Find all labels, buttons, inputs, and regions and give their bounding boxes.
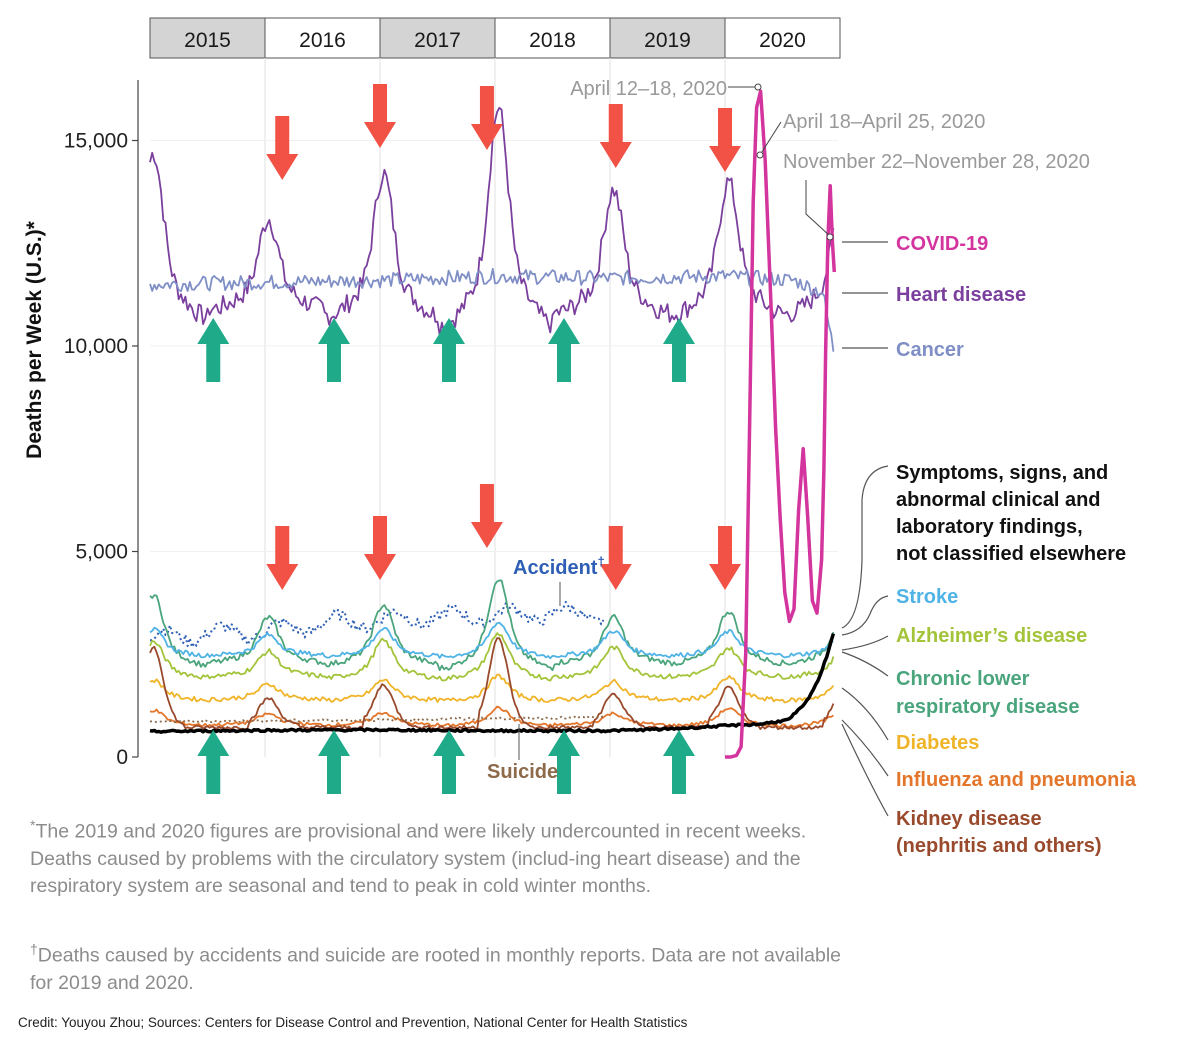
- red-arrow-down: [470, 86, 503, 150]
- year-tabs: 2015 2016 2017 2018 2019 2020: [149, 17, 841, 59]
- series-line-stroke: [149, 621, 834, 660]
- label-connector: [841, 595, 889, 636]
- year-tab-label: 2020: [759, 29, 806, 52]
- series-line-cancer: [149, 267, 835, 352]
- green-arrow-up: [548, 318, 580, 382]
- red-arrow-down: [266, 116, 299, 180]
- label-connector: [841, 719, 889, 777]
- footnote-mark: †: [30, 941, 38, 957]
- accident-inline-label: Accident†: [513, 554, 605, 579]
- red-arrow-down: [364, 84, 396, 148]
- series-line-alzheimer-s-disease: [149, 632, 835, 682]
- red-arrow-down: [470, 484, 503, 548]
- accident-footnote-mark: †: [597, 554, 604, 569]
- series-label: abnormal clinical and: [896, 489, 1101, 511]
- footnote-text: Deaths caused by accidents and suicide a…: [30, 944, 842, 994]
- series-lines: [149, 89, 837, 759]
- series-line-symptoms-signs-and-abnormal-clinical-and-laboratory-findings-not-classified-elsewhere: [149, 633, 836, 734]
- year-tab-label: 2015: [184, 29, 231, 52]
- footnote-accident-suicide: †Deaths caused by accidents and suicide …: [30, 936, 860, 997]
- series-line-accident: [150, 600, 605, 649]
- series-label: not classified elsewhere: [896, 543, 1126, 565]
- year-tab-2016: [264, 17, 381, 59]
- series-label: Heart disease: [896, 284, 1026, 306]
- annotation-leader: [759, 121, 782, 156]
- year-tab-label: 2017: [414, 29, 461, 52]
- series-line-heart-disease: [149, 106, 835, 337]
- red-arrow-down: [599, 104, 632, 168]
- series-label: Chronic lower: [896, 668, 1030, 690]
- series-label: Influenza and pneumonia: [896, 769, 1137, 791]
- y-tick-label: 0: [116, 746, 128, 769]
- green-arrow-up: [663, 318, 695, 382]
- red-arrow-down: [364, 516, 396, 580]
- red-arrow-down: [709, 108, 741, 172]
- label-connector: [841, 465, 889, 629]
- series-label: Cancer: [896, 339, 964, 361]
- grid-lines: [150, 58, 838, 757]
- series-label: Kidney disease: [896, 808, 1042, 830]
- green-arrow-up: [433, 730, 465, 794]
- y-tick-label: 10,000: [64, 335, 128, 358]
- series-label: COVID-19: [896, 233, 988, 255]
- footnote-mark: *: [30, 817, 36, 833]
- peak-annotation-label: April 12–18, 2020: [570, 78, 727, 100]
- series-line-covid-19: [725, 89, 837, 759]
- red-arrow-down: [266, 526, 299, 590]
- green-arrow-up: [548, 730, 580, 794]
- footnote-text: The 2019 and 2020 figures are provisiona…: [30, 820, 807, 897]
- y-tick-label: 15,000: [64, 130, 128, 153]
- green-arrow-up: [197, 318, 230, 382]
- series-label: Alzheimer’s disease: [896, 625, 1087, 647]
- label-connector: [841, 687, 889, 741]
- series-label: respiratory disease: [896, 696, 1079, 718]
- annotation-point: [826, 233, 834, 241]
- year-tab-label: 2018: [529, 29, 576, 52]
- peak-annotation-label: April 18–April 25, 2020: [783, 111, 985, 133]
- series-label: Stroke: [896, 586, 958, 608]
- annotation-leader: [805, 180, 831, 237]
- red-arrow-down: [709, 526, 741, 590]
- label-connector: [841, 723, 889, 817]
- series-line-suicide: [149, 715, 604, 724]
- series-line-chronic-lower-respiratory-disease: [149, 579, 835, 672]
- seasonal-arrows: [197, 84, 741, 794]
- series-label: Diabetes: [896, 732, 979, 754]
- series-line-diabetes: [149, 673, 835, 704]
- y-axis-title: Deaths per Week (U.S.)*: [23, 220, 46, 459]
- annotation-point: [754, 83, 762, 91]
- y-tick-label: 5,000: [75, 541, 128, 564]
- series-label: Symptoms, signs, and: [896, 462, 1108, 484]
- red-arrow-down: [599, 526, 632, 590]
- suicide-inline-label: Suicide: [487, 761, 558, 783]
- green-arrow-up: [318, 730, 350, 794]
- footnote-provisional: *The 2019 and 2020 figures are provision…: [30, 812, 860, 900]
- year-tab-2020: [724, 17, 841, 59]
- year-tab-2015: [149, 17, 266, 59]
- y-axis: 0 5,000 10,000 15,000 Deaths per Week (U.S.)…: [23, 80, 139, 769]
- year-tab-label: 2016: [299, 29, 346, 52]
- label-connector: [841, 635, 889, 651]
- year-tab-2017: [379, 17, 496, 59]
- series-label: (nephritis and others): [896, 835, 1102, 857]
- label-connector: [841, 651, 889, 677]
- year-tab-2019: [609, 17, 726, 59]
- year-tab-label: 2019: [644, 29, 691, 52]
- green-arrow-up: [197, 730, 230, 794]
- annotation-point: [756, 151, 764, 159]
- series-label: laboratory findings,: [896, 516, 1083, 538]
- green-arrow-up: [318, 318, 350, 382]
- peak-annotations: April 12–18, 2020 April 18–April 25, 2020…: [570, 78, 1090, 241]
- series-labels: COVID-19 Heart disease Cancer Symptoms, sig…: [487, 233, 1137, 857]
- green-arrow-up: [663, 730, 695, 794]
- peak-annotation-label: November 22–November 28, 2020: [783, 151, 1090, 173]
- credit-line: Credit: Youyou Zhou; Sources: Centers fo…: [18, 1015, 688, 1030]
- green-arrow-up: [433, 318, 465, 382]
- series-line-kidney-disease-nephritis-and-others: [149, 637, 835, 731]
- series-line-influenza-and-pneumonia: [149, 705, 834, 728]
